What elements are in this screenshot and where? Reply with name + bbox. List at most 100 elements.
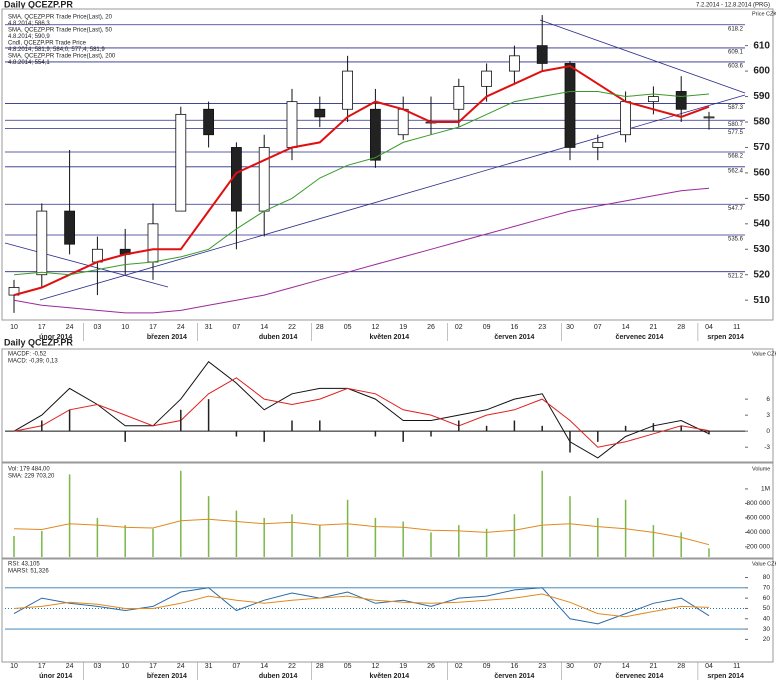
x-tick-label: 31	[205, 324, 213, 331]
month-label: únor 2014	[39, 673, 72, 680]
volume-panel	[1, 462, 774, 559]
y-tick-label: 50	[763, 605, 771, 612]
legend-value: 4.8.2014; 590,9	[8, 34, 50, 40]
bar	[41, 420, 43, 432]
x-tick-label: 07	[594, 663, 602, 670]
x-tick-label: 24	[66, 324, 74, 331]
y-tick-label: 520	[753, 269, 770, 280]
x-tick-label: 14	[260, 663, 268, 670]
bar	[96, 517, 99, 557]
y-axis-title: Price CZK	[752, 11, 776, 17]
x-tick-label: 10	[121, 663, 129, 670]
candle-body	[481, 70, 493, 87]
series-line	[13, 377, 710, 448]
x-tick-label: 07	[233, 324, 241, 331]
x-tick-label: 26	[427, 324, 435, 331]
month-label: červenec 2014	[616, 334, 664, 341]
x-tick-label: 17	[149, 663, 157, 670]
bar	[235, 431, 238, 437]
bar	[680, 425, 682, 432]
bar	[263, 431, 265, 442]
x-tick-label: 10	[10, 663, 18, 670]
x-tick-label: 17	[149, 324, 157, 331]
x-tick-label: 30	[566, 324, 574, 331]
legend-entry: MACDF: -0,52	[8, 352, 47, 358]
bar	[402, 521, 404, 557]
candle-body	[397, 108, 409, 136]
bar	[708, 431, 710, 435]
x-tick-label: 09	[483, 663, 491, 670]
bar	[41, 530, 43, 557]
y-tick-label: 200 000	[747, 544, 771, 551]
x-tick-label: 24	[66, 663, 74, 670]
candle-body	[703, 116, 715, 119]
y-tick-label: 560	[753, 168, 770, 179]
bar	[319, 525, 321, 557]
bar	[485, 528, 488, 557]
y-axis-title: Value CZK	[752, 351, 776, 357]
y-tick-label: 570	[753, 142, 770, 153]
x-tick-label: 31	[205, 663, 213, 670]
month-label: duben 2014	[259, 334, 298, 341]
bar	[291, 420, 293, 432]
candle-body	[508, 55, 520, 72]
legend-entry: SMA, QCEZP.PR Trade Price(Last), 20	[8, 15, 113, 21]
x-tick-label: 12	[372, 324, 380, 331]
x-tick-label: 09	[483, 324, 491, 331]
y-tick-label: 60	[763, 595, 771, 602]
candle-body	[342, 70, 354, 110]
level-label: 587.3	[728, 105, 744, 111]
bar	[597, 431, 599, 442]
y-tick-label: 1M	[761, 486, 770, 493]
series-line	[13, 187, 710, 314]
x-tick-label: 17	[38, 324, 46, 331]
y-tick-label: 600	[753, 66, 770, 77]
x-tick-label: 24	[177, 663, 185, 670]
x-tick-label: 05	[344, 324, 352, 331]
candle-body	[592, 141, 604, 148]
rsi-panel	[1, 558, 774, 663]
legend-entry: SMA, QCEZP.PR Trade Price(Last), 200	[8, 54, 116, 60]
candle-body	[286, 101, 298, 148]
x-tick-label: 26	[427, 663, 435, 670]
x-tick-label: 04	[705, 324, 713, 331]
x-tick-label: 21	[650, 324, 658, 331]
legend-entry: Cndl, QCEZP.PR Trade Price	[8, 41, 87, 47]
x-tick-label: 16	[511, 663, 519, 670]
y-tick-label: -3	[764, 444, 770, 451]
chart-title: Daily QCEZP.PR	[4, 337, 73, 347]
x-tick-label: 23	[538, 324, 546, 331]
series-line	[13, 518, 710, 546]
bar	[124, 525, 126, 557]
x-tick-label: 28	[316, 663, 324, 670]
y-tick-label: 20	[763, 636, 771, 643]
legend-entry: SMA: 229 703,20	[8, 474, 55, 480]
x-tick-label: 12	[372, 663, 380, 670]
bar	[485, 425, 488, 432]
legend-entry: SMA, QCEZP.PR Trade Price(Last), 50	[8, 28, 113, 34]
y-tick-label: 3	[766, 412, 770, 419]
x-tick-label: 10	[10, 324, 18, 331]
level-label: 603.6	[728, 64, 744, 70]
y-tick-label: 510	[753, 295, 770, 306]
bar	[124, 431, 126, 442]
y-tick-label: 400 000	[747, 529, 771, 536]
x-tick-label: 14	[260, 324, 268, 331]
level-label: 577.5	[728, 130, 744, 136]
y-tick-label: 70	[763, 585, 771, 592]
x-tick-label: 07	[233, 663, 241, 670]
legend-value: 4.8.2014; 554,1	[8, 60, 50, 66]
month-label: únor 2014	[39, 334, 72, 341]
candle-body	[175, 113, 187, 212]
y-tick-label: 30	[763, 626, 771, 633]
y-tick-label: 0	[766, 428, 770, 435]
bar	[207, 399, 210, 432]
x-tick-label: 19	[399, 324, 407, 331]
bar	[513, 514, 516, 557]
date-range: 7.2.2014 - 12.8.2014 (PRG)	[696, 3, 770, 9]
x-tick-label: 28	[677, 663, 685, 670]
legend-entry: MACD: -0,39; 0,13	[8, 359, 58, 365]
x-tick-label: 11	[733, 324, 740, 331]
